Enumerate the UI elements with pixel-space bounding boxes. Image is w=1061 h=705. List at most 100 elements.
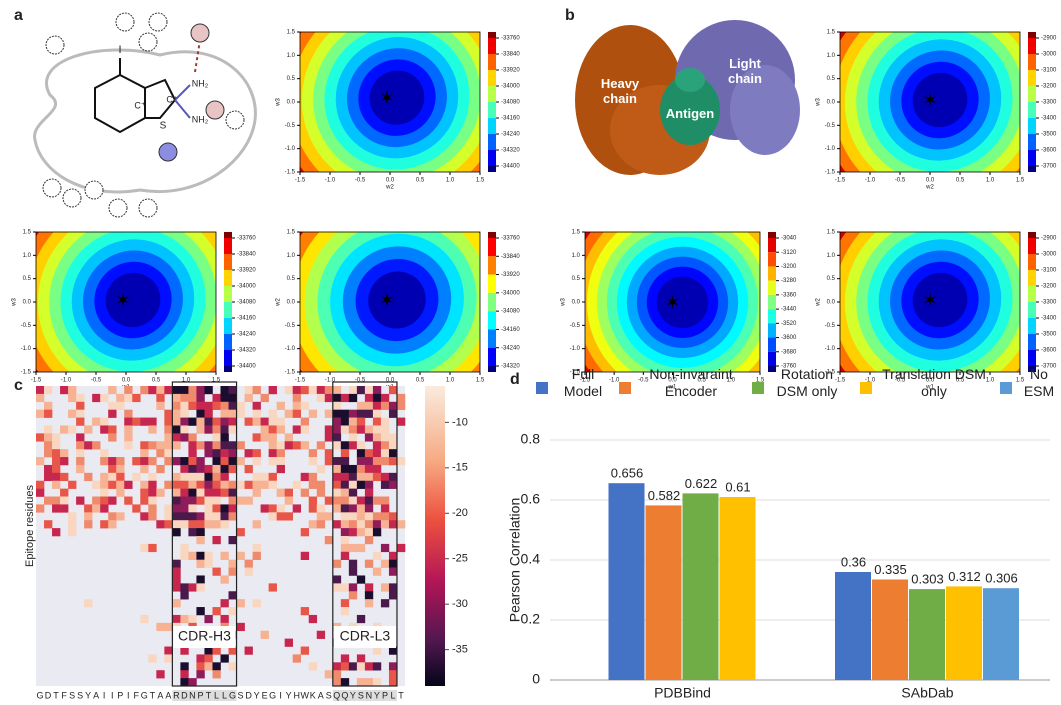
colorbar-segment [768, 232, 776, 238]
annotation: CDR-L3 [340, 628, 391, 644]
heatmap-texture [340, 409, 350, 418]
heatmap-texture [228, 504, 237, 513]
heatmap-texture [348, 425, 358, 434]
x-tick-label: 1.0 [446, 178, 455, 184]
heatmap-texture [100, 449, 109, 458]
x-tick-label: 0.5 [956, 378, 965, 384]
heatmap-texture [340, 654, 350, 663]
heatmap-texture [220, 449, 229, 458]
heatmap-texture [364, 496, 374, 505]
bar [946, 586, 982, 680]
heatmap-texture [372, 417, 382, 426]
highlight [356, 690, 365, 701]
x-tick-label: 1.5 [1016, 378, 1025, 384]
panel-label: b [565, 7, 575, 24]
heatmap-texture [348, 472, 358, 482]
heatmap-texture [196, 670, 205, 679]
heatmap-texture [348, 433, 358, 442]
heatmap-texture [156, 622, 165, 632]
bar [983, 588, 1019, 680]
heatmap-texture [348, 409, 358, 418]
heatmap-texture [164, 646, 173, 655]
heatmap-texture [228, 496, 237, 505]
heatmap-texture [124, 480, 133, 489]
x-tick-label: 1.0 [986, 178, 995, 184]
y-tick-label: 1.5 [287, 30, 296, 36]
heatmap-texture [188, 512, 197, 521]
heatmap-texture [76, 401, 85, 410]
heatmap-texture [92, 393, 101, 403]
x-axis-label: w1 [925, 385, 934, 391]
heatmap-texture [364, 678, 374, 687]
heatmap-texture [204, 646, 213, 655]
heatmap-texture [276, 457, 285, 466]
heatmap-texture [308, 496, 318, 505]
heatmap-texture [196, 425, 205, 434]
heatmap-texture [316, 504, 326, 513]
panel-label: d [510, 371, 520, 388]
heatmap-texture [252, 401, 261, 410]
heatmap-texture [228, 559, 237, 568]
heatmap-texture [212, 536, 221, 545]
heatmap-texture [52, 457, 61, 466]
heatmap-texture [252, 472, 261, 482]
x-tick-label: 0.0 [386, 378, 395, 384]
heatmap-texture [388, 662, 398, 671]
heatmap-texture [76, 393, 85, 403]
y-tick-label: 0.5 [827, 276, 836, 282]
x-axis-label: w2 [385, 185, 394, 191]
heatmap-texture [372, 496, 382, 505]
colorbar-segment [768, 337, 776, 352]
x-tick-label: N [366, 690, 373, 700]
heatmap-texture [340, 464, 350, 474]
heatmap-texture [236, 401, 245, 410]
heatmap-texture [172, 528, 181, 537]
heatmap-texture [260, 472, 269, 482]
heatmap-texture [100, 480, 109, 489]
heatmap-texture [76, 409, 85, 418]
heatmap-texture [252, 488, 261, 497]
heatmap-texture [180, 678, 189, 687]
heatmap-texture [196, 441, 205, 450]
heatmap-texture [164, 512, 173, 521]
y-tick-label: 1.0 [572, 253, 581, 259]
heatmap-texture [212, 480, 221, 489]
heatmap-texture [228, 386, 237, 395]
heatmap-texture [228, 417, 237, 426]
heatmap-texture [276, 464, 285, 474]
heatmap-texture [372, 433, 382, 442]
heatmap-texture [116, 480, 125, 489]
colorbar-segment [488, 150, 496, 166]
colorbar-segment [488, 256, 496, 275]
heatmap-texture [164, 441, 173, 450]
colorbar-segment [768, 238, 776, 253]
heatmap-texture [324, 457, 334, 466]
y-tick-label: -1.0 [285, 346, 296, 352]
heatmap-texture [212, 417, 221, 426]
heatmap-texture [380, 583, 390, 592]
heatmap-texture [388, 559, 398, 568]
heatmap-texture [52, 449, 61, 458]
colorbar-segment [1028, 366, 1036, 372]
heatmap-texture [172, 575, 181, 584]
colorbar-tick-label: -34160 [501, 116, 520, 122]
highlight [196, 690, 205, 701]
heatmap-texture [348, 386, 358, 395]
heatmap-texture [220, 401, 229, 410]
heatmap-texture [68, 386, 77, 395]
heatmap-texture [228, 646, 237, 655]
heatmap-texture [364, 599, 374, 608]
x-tick-label: G [141, 690, 148, 700]
y-tick-label: 0.0 [287, 100, 296, 106]
y-tick-label: -0.5 [21, 323, 32, 329]
colorbar-tick-label: -3300 [1041, 300, 1057, 306]
contour-field [300, 32, 480, 172]
heatmap-texture [388, 401, 398, 410]
optimum-marker [116, 292, 130, 307]
heatmap-texture [380, 559, 390, 568]
y-tick-label: 0.0 [827, 300, 836, 306]
heatmap-texture [84, 599, 93, 608]
heatmap-texture [60, 496, 69, 505]
bar [909, 589, 945, 680]
